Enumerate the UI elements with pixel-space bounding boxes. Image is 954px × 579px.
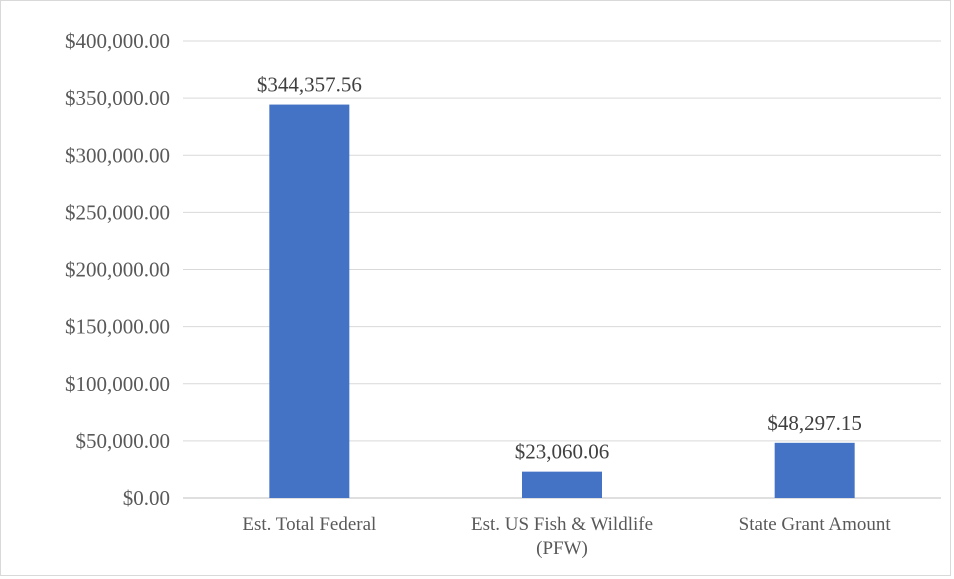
bar (269, 104, 350, 499)
data-label: $48,297.15 (767, 411, 862, 435)
x-category-label: Est. Total Federal (242, 514, 376, 535)
y-tick-label: $50,000.00 (76, 429, 171, 453)
y-tick-label: $250,000.00 (65, 200, 170, 224)
x-category-label: State Grant Amount (739, 514, 892, 535)
y-tick-label: $350,000.00 (65, 86, 170, 110)
bar (522, 471, 602, 498)
y-tick-label: $200,000.00 (65, 258, 170, 282)
data-label: $23,060.06 (515, 440, 610, 464)
y-tick-label: $300,000.00 (65, 143, 170, 167)
x-category-label: (PFW) (536, 538, 588, 559)
y-tick-label: $400,000.00 (65, 29, 170, 53)
y-tick-label: $150,000.00 (65, 315, 170, 339)
y-tick-label: $100,000.00 (65, 372, 170, 396)
bar (774, 442, 855, 498)
y-tick-label: $0.00 (123, 486, 170, 510)
data-label: $344,357.56 (257, 73, 362, 97)
x-category-label: Est. US Fish & Wildlife (471, 514, 653, 535)
